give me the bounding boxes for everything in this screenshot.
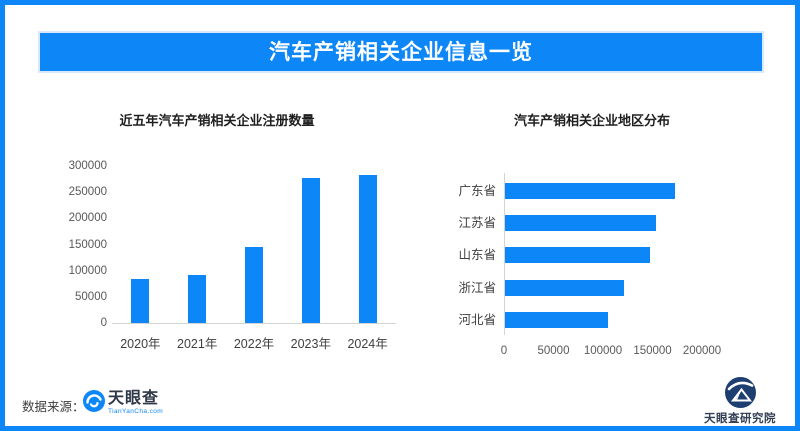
y-axis-tick-label: 300000	[68, 160, 107, 172]
y-axis-tick-label: 0	[100, 317, 107, 329]
bar-江苏省	[505, 215, 656, 232]
bar-2024年	[358, 175, 377, 323]
page-title-banner: 汽车产销相关企业信息一览	[40, 33, 762, 71]
y-axis-tick-label: 100000	[68, 264, 107, 277]
brand-name: 天眼查	[108, 390, 160, 407]
bar-2020年	[131, 279, 150, 323]
vertical-bar-plot-area	[112, 167, 396, 324]
chart-yearly-registrations: 近五年汽车产销相关企业注册数量 0 50000 100000 150000 200000…	[57, 105, 412, 360]
page-title: 汽车产销相关企业信息一览	[269, 40, 533, 64]
x-axis-tick-label: 50000	[537, 345, 570, 357]
bar-2023年	[301, 178, 320, 323]
x-category-label: 2024年	[347, 337, 388, 351]
chart-title-left: 近五年汽车产销相关企业注册数量	[119, 113, 315, 128]
chart-title-right: 汽车产销相关企业地区分布	[513, 113, 670, 128]
row-label-河北省: 河北省	[458, 312, 496, 327]
row-label-江苏省: 江苏省	[458, 216, 496, 231]
institute-block: 天眼查研究院	[697, 377, 783, 426]
y-axis-tick-label: 200000	[68, 212, 107, 225]
bar-浙江省	[505, 279, 624, 296]
row-label-广东省: 广东省	[458, 184, 496, 198]
bar-山东省	[505, 247, 650, 264]
x-axis-tick-label: 200000	[682, 345, 722, 357]
bar-广东省	[505, 183, 675, 199]
x-category-label: 2023年	[290, 337, 331, 351]
brand-domain: TianYanCha.com	[108, 408, 164, 415]
y-axis-tick-label: 50000	[75, 290, 107, 303]
bar-2021年	[188, 275, 207, 323]
bar-河北省	[505, 311, 608, 328]
tianyancha-logo-icon	[83, 390, 105, 412]
x-axis-tick-label: 150000	[633, 345, 672, 357]
x-category-label: 2021年	[177, 337, 218, 351]
row-label-浙江省: 浙江省	[458, 280, 496, 295]
institute-name: 天眼查研究院	[704, 413, 776, 425]
bar-2022年	[245, 247, 263, 323]
y-axis-tick-label: 250000	[68, 186, 107, 199]
y-axis-line	[504, 173, 505, 335]
tianyancha-wordmark: 天眼查 TianYanCha.com	[108, 390, 198, 415]
x-category-label: 2020年	[120, 337, 161, 351]
data-source-label: 数据来源：	[22, 400, 85, 414]
institute-logo-icon	[724, 377, 756, 408]
y-axis-tick-label: 150000	[68, 238, 107, 251]
row-label-山东省: 山东省	[458, 248, 496, 263]
x-category-label: 2022年	[233, 337, 275, 351]
x-axis-tick-label: 100000	[583, 345, 623, 357]
x-axis-tick-label: 0	[500, 345, 508, 357]
chart-region-distribution: 汽车产销相关企业地区分布 广东省江苏省山东省浙江省河北省 0 50000 100000…	[440, 105, 770, 365]
